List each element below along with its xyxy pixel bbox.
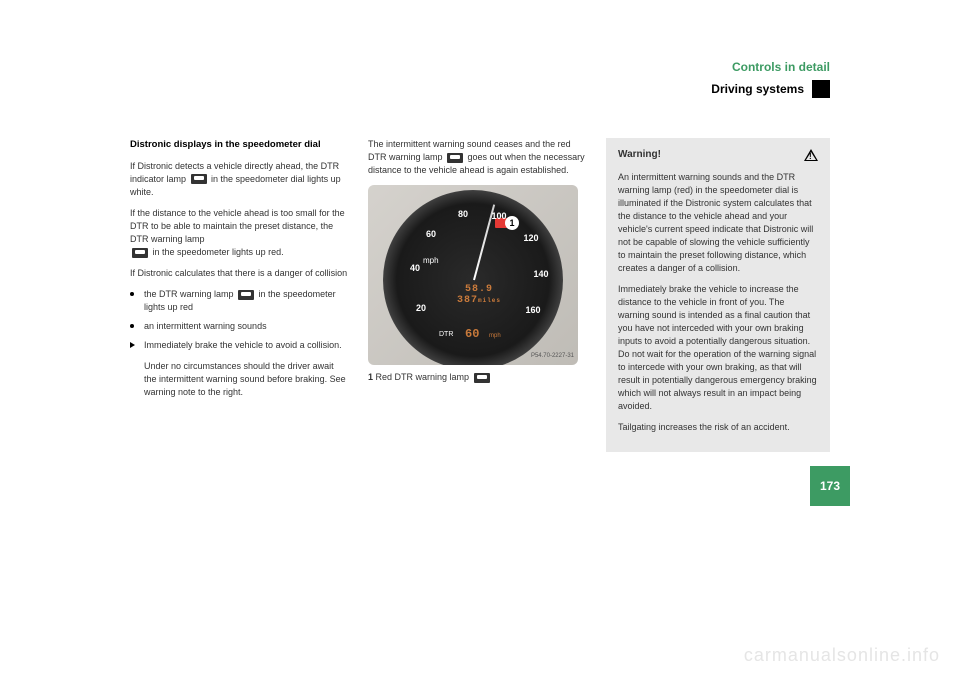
lcd-speed: 60 [465,326,479,343]
warning-triangle-icon: ! [804,149,818,161]
warning-p1: An intermittent warning sounds and the D… [618,171,818,275]
dial-number: 120 [519,232,543,245]
dtr-indicator-icon [191,174,207,184]
col1-p1: If Distronic detects a vehicle directly … [130,160,348,199]
section-row: Driving systems [130,80,830,98]
dtr-warning-icon [238,290,254,300]
page-header: Controls in detail Driving systems [130,60,830,98]
dial-number: 100 [487,210,511,223]
warning-title: Warning! [618,148,661,163]
column-1: Distronic displays in the speedometer di… [130,138,348,452]
chapter-title: Controls in detail [130,60,830,74]
bullet-3: Immediately brake the vehicle to avoid a… [130,339,348,399]
bullet-2: an intermittent warning sounds [130,320,348,333]
dtr-warning-icon [447,153,463,163]
warning-box: Warning! ! An intermittent warning sound… [606,138,830,452]
warning-p3: Tailgating increases the risk of an acci… [618,421,818,434]
column-2: The intermittent warning sound ceases an… [368,138,586,452]
page-content: Controls in detail Driving systems Distr… [130,60,830,452]
watermark: carmanualsonline.info [744,645,940,666]
warning-header: Warning! ! [618,148,818,163]
image-caption: 1 Red DTR warning lamp [368,371,586,384]
dtr-warning-icon [132,248,148,258]
col1-p2: If the distance to the vehicle ahead is … [130,207,348,259]
bullet-dot-icon [130,324,134,328]
content-columns: Distronic displays in the speedometer di… [130,138,830,452]
lcd-display: 58.9 387miles [449,284,509,306]
column-3: Warning! ! An intermittent warning sound… [606,138,830,452]
arrow-icon [130,342,135,348]
lcd-dtr-label: DTR [439,330,453,340]
dtr-warning-icon [474,373,490,383]
speedometer-dial: mph 1 58.9 387miles DTR 60 mph 204060801… [383,190,563,365]
dial-number: 160 [521,304,545,317]
dial-number: 40 [403,262,427,275]
dial-number: 60 [419,228,443,241]
bullet-1: the DTR warning lamp in the speedometer … [130,288,348,314]
warning-p2: Immediately brake the vehicle to increas… [618,283,818,413]
page-number: 173 [810,466,850,506]
section-marker [812,80,830,98]
speedometer-image: mph 1 58.9 387miles DTR 60 mph 204060801… [368,185,578,365]
bullet-dot-icon [130,292,134,296]
col2-p1: The intermittent warning sound ceases an… [368,138,586,177]
section-title: Driving systems [711,82,812,96]
dial-number: 140 [529,268,553,281]
col1-p3: If Distronic calculates that there is a … [130,267,348,280]
col1-heading: Distronic displays in the speedometer di… [130,138,348,152]
image-reference: P54.70-2227-31 [531,352,574,361]
lcd-speed-unit: mph [489,332,501,341]
dial-number: 80 [451,208,475,221]
dial-number: 20 [409,302,433,315]
